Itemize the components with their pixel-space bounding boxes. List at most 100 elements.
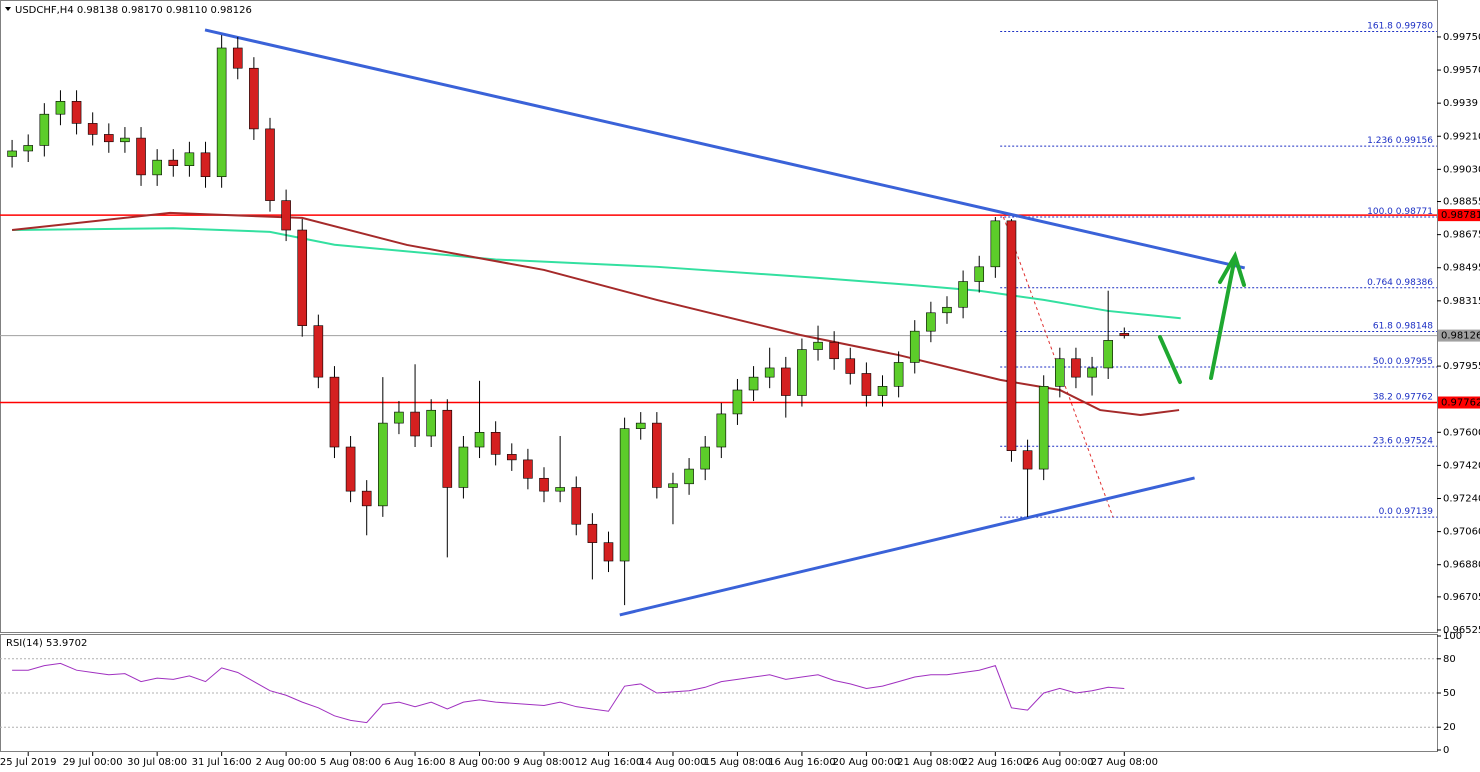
fib-price: 0.98771: [1396, 206, 1433, 216]
candle-body: [942, 306, 952, 314]
candle-body: [474, 432, 485, 448]
x-tick-label: 20 Aug 00:00: [833, 757, 900, 768]
candle-body: [120, 137, 130, 143]
candle-body: [1038, 386, 1049, 470]
forecast-arrows: [1158, 251, 1246, 384]
rsi-tick-label: 100: [1443, 631, 1462, 642]
fib-label: 38.2 0.97762: [1373, 392, 1433, 402]
high-price: 0.98170: [121, 5, 162, 16]
fib-label: 61.8 0.98148: [1373, 321, 1433, 331]
candle-body: [845, 358, 856, 374]
fib-label: 23.6 0.97524: [1373, 436, 1433, 446]
candle-body: [1006, 220, 1017, 451]
candle-body: [732, 389, 743, 415]
fib-label: 1.236 0.99156: [1367, 136, 1433, 146]
fib-price: 0.99780: [1396, 21, 1433, 31]
level-label: 0.97762: [1441, 398, 1480, 409]
arrow-up: [1209, 260, 1236, 380]
candle-body: [152, 159, 162, 176]
candle-body: [684, 468, 694, 485]
x-tick-label: 2 Aug 00:00: [256, 757, 317, 768]
candle-body: [87, 123, 98, 135]
fib-label: 0.0 0.97139: [1379, 507, 1434, 517]
candle-body: [426, 409, 436, 437]
rsi-tick-label: 20: [1443, 722, 1456, 733]
candle-body: [635, 422, 646, 429]
candle-body: [861, 373, 872, 396]
fib-ratio: 61.8: [1373, 321, 1393, 331]
candle-body: [603, 542, 614, 562]
candle-body: [587, 523, 598, 543]
candle-body: [136, 137, 146, 176]
fib-ratio: 0.0: [1379, 507, 1394, 517]
x-tick-label: 15 Aug 08:00: [704, 757, 771, 768]
x-tick-label: 14 Aug 00:00: [639, 757, 706, 768]
candle-body: [458, 446, 469, 488]
candle-body: [394, 411, 404, 424]
candle-body: [313, 325, 324, 378]
candle-body: [249, 67, 259, 130]
candle-body: [184, 152, 195, 166]
candle-body: [1119, 333, 1130, 336]
x-tick-label: 9 Aug 08:00: [513, 757, 574, 768]
candle-body: [265, 128, 275, 201]
fib-ratio: 0.764: [1367, 277, 1393, 287]
y-tick-label: 0.9939: [1443, 98, 1478, 109]
candle-body: [232, 47, 243, 69]
fib-label: 50.0 0.97955: [1373, 357, 1433, 367]
current-price-label: 0.98126: [1441, 331, 1480, 342]
x-tick-label: 29 Jul 00:00: [63, 757, 123, 768]
candle-body: [780, 367, 791, 396]
candle-body: [700, 446, 711, 470]
trendline: [204, 28, 1246, 270]
rsi-value: 53.9702: [46, 638, 87, 649]
current-price-box: [1438, 329, 1480, 342]
candle-body: [1087, 367, 1097, 378]
candle-body: [7, 150, 17, 157]
candle-body: [378, 422, 388, 507]
candle-body: [506, 454, 517, 461]
rsi-tick-label: 0: [1443, 745, 1449, 756]
candle-body: [55, 101, 66, 115]
x-tick-label: 26 Aug 00:00: [1026, 757, 1093, 768]
rsi-header: RSI(14) 53.9702: [6, 638, 87, 649]
candle-body: [813, 341, 823, 350]
candle-body: [829, 341, 839, 360]
fib-ratio: 1.236: [1367, 136, 1393, 146]
fib-label: 161.8 0.99780: [1367, 21, 1433, 31]
fib-ratio: 100.0: [1367, 206, 1393, 216]
fib-price: 0.97524: [1396, 436, 1433, 446]
candle-body: [990, 220, 1001, 268]
open-price: 0.98138: [77, 5, 118, 16]
candle-body: [555, 487, 565, 492]
candle-body: [168, 159, 179, 166]
x-tick-label: 5 Aug 08:00: [320, 757, 381, 768]
menu-icon[interactable]: [5, 7, 11, 11]
symbol: USDCHF,H4: [15, 5, 74, 16]
rsi-line: [12, 662, 1125, 724]
fib-price: 0.97139: [1396, 507, 1433, 517]
y-tick-label: 0.98495: [1443, 263, 1480, 274]
candle-body: [748, 376, 759, 391]
candle-body: [1071, 358, 1081, 378]
candle-body: [23, 145, 34, 152]
low-price: 0.98110: [166, 5, 207, 16]
fib-ratio: 50.0: [1373, 357, 1393, 367]
close-price: 0.98126: [211, 5, 252, 16]
moving-average: [12, 227, 1181, 320]
candle-body: [216, 47, 227, 178]
fib-label: 0.764 0.98386: [1367, 277, 1433, 287]
candle-body: [619, 428, 630, 562]
candle-body: [410, 411, 420, 437]
candle-body: [297, 229, 308, 326]
candle-body: [442, 409, 453, 488]
candle-body: [974, 266, 985, 282]
moving-average: [11, 211, 1180, 417]
arrow-head: [1218, 251, 1246, 287]
main-panel: [0, 0, 1438, 633]
